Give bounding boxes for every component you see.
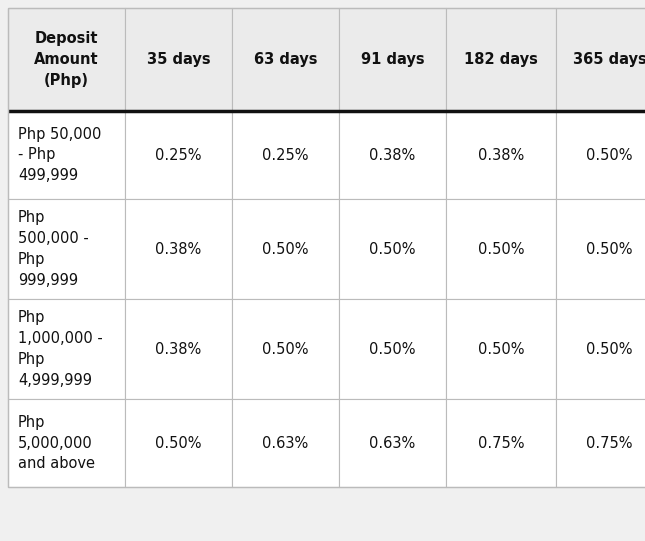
Bar xyxy=(8,8,645,487)
Text: 0.38%: 0.38% xyxy=(155,341,202,357)
Text: 0.50%: 0.50% xyxy=(478,341,524,357)
Text: 0.50%: 0.50% xyxy=(263,341,309,357)
Text: 0.50%: 0.50% xyxy=(369,241,416,256)
Text: 0.50%: 0.50% xyxy=(586,148,633,162)
Text: 0.50%: 0.50% xyxy=(586,241,633,256)
Bar xyxy=(125,299,232,399)
Text: 0.38%: 0.38% xyxy=(370,148,415,162)
Bar xyxy=(232,111,339,199)
Text: Php 50,000
- Php
499,999: Php 50,000 - Php 499,999 xyxy=(18,127,101,183)
Bar xyxy=(339,199,446,299)
Text: Deposit
Amount
(Php): Deposit Amount (Php) xyxy=(34,31,99,88)
Text: Php
500,000 -
Php
999,999: Php 500,000 - Php 999,999 xyxy=(18,210,89,288)
Bar xyxy=(232,199,339,299)
Bar xyxy=(339,111,446,199)
Text: 365 days: 365 days xyxy=(573,52,645,67)
Bar xyxy=(339,8,446,111)
Bar xyxy=(8,199,125,299)
Bar xyxy=(232,8,339,111)
Text: 0.75%: 0.75% xyxy=(586,436,633,451)
Bar xyxy=(446,111,556,199)
Text: 0.63%: 0.63% xyxy=(370,436,415,451)
Bar xyxy=(556,399,645,487)
Bar xyxy=(125,199,232,299)
Text: 0.63%: 0.63% xyxy=(263,436,308,451)
Bar xyxy=(8,399,125,487)
Bar xyxy=(125,111,232,199)
Text: 0.25%: 0.25% xyxy=(155,148,202,162)
Text: 91 days: 91 days xyxy=(361,52,424,67)
Text: 182 days: 182 days xyxy=(464,52,538,67)
Text: 0.50%: 0.50% xyxy=(369,341,416,357)
Text: 0.50%: 0.50% xyxy=(586,341,633,357)
Bar xyxy=(446,199,556,299)
Bar xyxy=(339,399,446,487)
Text: 0.25%: 0.25% xyxy=(263,148,309,162)
Text: Php
1,000,000 -
Php
4,999,999: Php 1,000,000 - Php 4,999,999 xyxy=(18,310,103,388)
Text: Php
5,000,000
and above: Php 5,000,000 and above xyxy=(18,414,95,472)
Bar xyxy=(8,8,125,111)
Text: 0.50%: 0.50% xyxy=(155,436,202,451)
Bar xyxy=(446,399,556,487)
Text: 0.38%: 0.38% xyxy=(478,148,524,162)
Bar xyxy=(446,8,556,111)
Bar xyxy=(232,399,339,487)
Bar xyxy=(8,111,125,199)
Bar xyxy=(232,299,339,399)
Bar xyxy=(446,299,556,399)
Bar xyxy=(556,111,645,199)
Text: 35 days: 35 days xyxy=(146,52,210,67)
Bar xyxy=(556,299,645,399)
Bar xyxy=(125,8,232,111)
Bar xyxy=(556,8,645,111)
Bar xyxy=(125,399,232,487)
Text: 0.38%: 0.38% xyxy=(155,241,202,256)
Bar xyxy=(8,299,125,399)
Bar xyxy=(556,199,645,299)
Text: 0.50%: 0.50% xyxy=(478,241,524,256)
Text: 0.50%: 0.50% xyxy=(263,241,309,256)
Text: 0.75%: 0.75% xyxy=(478,436,524,451)
Text: 63 days: 63 days xyxy=(253,52,317,67)
Bar xyxy=(339,299,446,399)
